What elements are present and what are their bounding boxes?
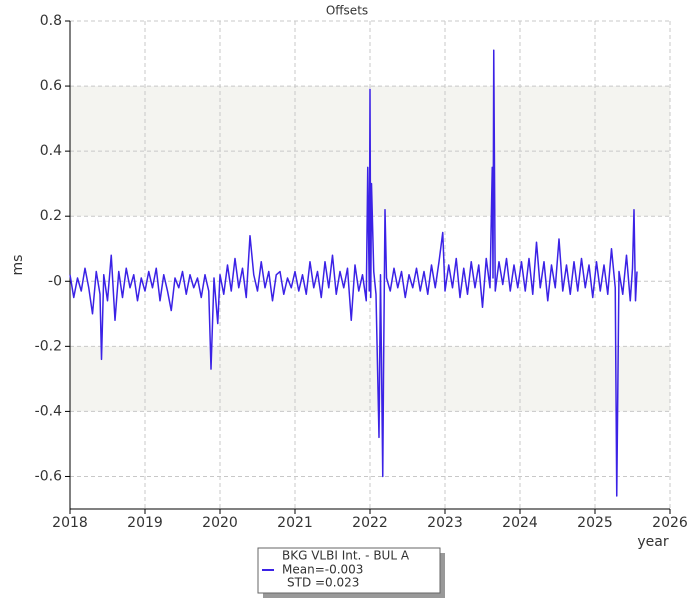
legend-box — [257, 547, 441, 594]
x-tick-label: 2018 — [52, 515, 88, 531]
legend-std: STD =0.023 — [287, 576, 359, 590]
y-tick-label: -0 — [48, 273, 62, 289]
y-axis-label: ms — [10, 255, 26, 276]
y-tick-label: 0.4 — [40, 143, 62, 159]
y-tick-label: -0.2 — [35, 338, 62, 354]
y-tick-label: 0.6 — [40, 78, 62, 94]
x-tick-label: 2026 — [652, 515, 688, 531]
x-axis-label: year — [637, 534, 668, 550]
x-tick-label: 2025 — [577, 515, 613, 531]
x-tick-label: 2024 — [502, 515, 538, 531]
chart-title: Offsets — [326, 4, 368, 18]
plot-area: 0.8 0.6 0.4 0.2 -0 -0.2 -0.4 -0.6 2018 2019 2020 20… — [35, 13, 688, 531]
y-tick-label: 0.2 — [40, 208, 62, 224]
x-tick-label: 2020 — [202, 515, 238, 531]
series-line — [69, 49, 638, 497]
y-tick-label: -0.4 — [35, 403, 62, 419]
y-tick-label: 0.8 — [40, 13, 62, 29]
x-tick-label: 2023 — [427, 515, 463, 531]
legend: BKG VLBI Int. - BUL A Mean=-0.003 STD =0… — [257, 547, 445, 598]
x-tick-label: 2022 — [352, 515, 388, 531]
legend-label: BKG VLBI Int. - BUL A — [282, 549, 410, 563]
y-tick-label: -0.6 — [35, 468, 62, 484]
legend-mean: Mean=-0.003 — [282, 563, 363, 577]
x-tick-label: 2021 — [277, 515, 313, 531]
x-tick-label: 2019 — [127, 515, 163, 531]
